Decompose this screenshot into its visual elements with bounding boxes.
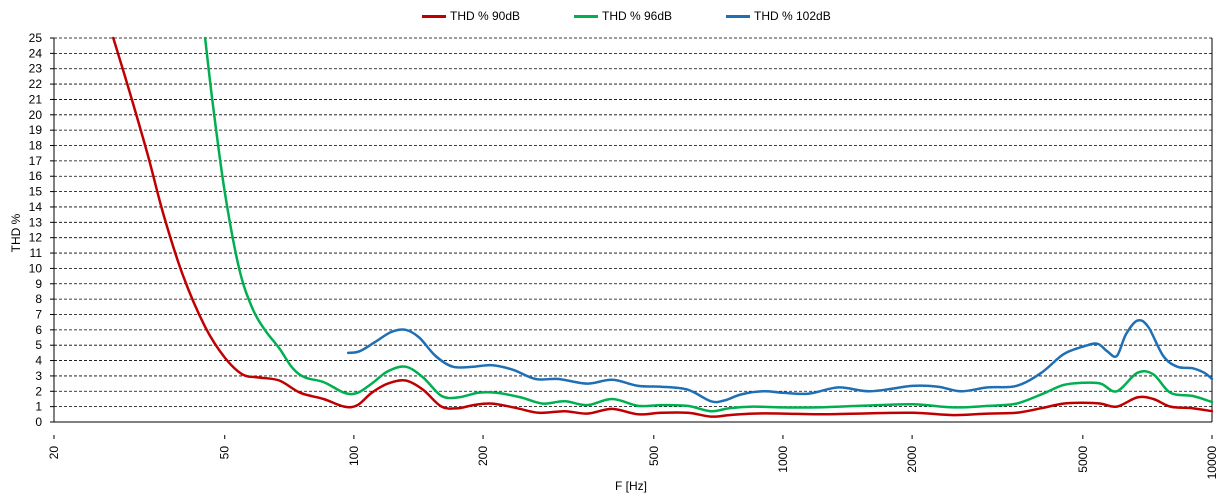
legend-swatch xyxy=(726,14,750,18)
y-tick-label: 6 xyxy=(35,323,42,337)
y-tick-label: 9 xyxy=(35,277,42,291)
legend-item: THD % 90dB xyxy=(422,6,520,26)
y-tick-label: 3 xyxy=(35,369,42,383)
series-line-thd-90db xyxy=(112,36,1214,418)
y-tick-label: 18 xyxy=(29,139,43,153)
legend-label: THD % 90dB xyxy=(450,9,521,23)
series-line-thd-96db xyxy=(203,36,1214,413)
y-tick-label: 15 xyxy=(29,185,43,199)
y-tick-label: 23 xyxy=(29,62,43,76)
gridlines xyxy=(54,37,1212,408)
y-tick-label: 8 xyxy=(35,292,42,306)
y-tick-label: 4 xyxy=(35,354,42,368)
y-tick-label: 22 xyxy=(29,77,43,91)
y-tick-label: 20 xyxy=(29,108,43,122)
x-axis-title: F [Hz] xyxy=(615,479,647,493)
y-tick-label: 16 xyxy=(29,169,43,183)
x-tick-label: 5000 xyxy=(1076,446,1090,473)
x-tick-label: 10000 xyxy=(1205,446,1219,480)
legend-item: THD % 102dB xyxy=(726,6,831,26)
series-lines xyxy=(112,36,1214,418)
legend-label: THD % 96dB xyxy=(602,9,673,23)
y-tick-label: 10 xyxy=(29,261,43,275)
y-tick-label: 19 xyxy=(29,123,43,137)
legend-label: THD % 102dB xyxy=(754,9,831,23)
x-tick-label: 50 xyxy=(218,446,232,460)
x-tick-label: 200 xyxy=(476,446,490,466)
y-tick-label: 24 xyxy=(29,46,43,60)
y-tick-label: 1 xyxy=(35,400,42,414)
chart-legend: THD % 90dB THD % 96dB THD % 102dB xyxy=(0,6,1222,26)
y-tick-label: 7 xyxy=(35,307,42,321)
legend-item: THD % 96dB xyxy=(574,6,672,26)
y-tick-label: 11 xyxy=(30,246,43,260)
legend-swatch xyxy=(422,14,446,18)
y-tick-label: 2 xyxy=(35,384,42,398)
x-tick-label: 500 xyxy=(647,446,661,466)
y-tick-label: 5 xyxy=(35,338,42,352)
y-tick-label: 14 xyxy=(29,200,43,214)
x-tick-label: 20 xyxy=(47,446,61,460)
legend-swatch xyxy=(574,14,598,18)
axes: 0123456789101112131415161718192021222324… xyxy=(29,31,1219,479)
x-tick-label: 2000 xyxy=(905,446,919,473)
y-tick-label: 21 xyxy=(29,92,43,106)
y-tick-label: 17 xyxy=(29,154,43,168)
y-tick-label: 0 xyxy=(35,415,42,429)
y-tick-label: 13 xyxy=(29,215,43,229)
y-tick-label: 12 xyxy=(29,231,43,245)
series-line-thd-102db xyxy=(346,318,1214,404)
y-tick-label: 25 xyxy=(29,31,43,45)
x-tick-label: 1000 xyxy=(776,446,790,473)
x-tick-label: 100 xyxy=(347,446,361,466)
y-axis-title: THD % xyxy=(9,213,23,252)
